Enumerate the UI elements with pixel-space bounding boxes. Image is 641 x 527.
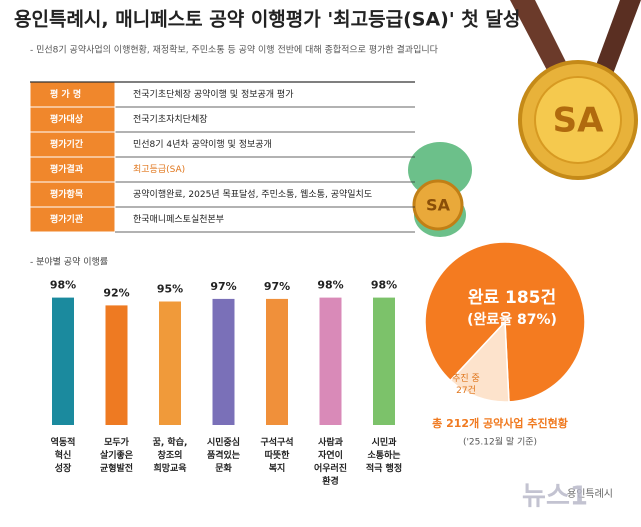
table-value: 최고등급(SA) [133, 164, 185, 175]
pie-label: 추진 중 27건 [452, 373, 480, 396]
table-label-cell [29, 206, 116, 233]
bar [319, 297, 342, 425]
value-label: 92% [103, 286, 129, 299]
value-label: 98% [317, 279, 343, 292]
table-value: 한국매니페스토실천본부 [133, 214, 224, 225]
table-value: 전국기초자치단체장 [133, 113, 208, 125]
table-value: 공약이행완료, 2025년 목표달성, 주민소통, 웹소통, 공약일치도 [133, 188, 372, 200]
table-label: 평가기관 [50, 213, 84, 225]
bar [159, 301, 181, 425]
table-label-cell [29, 181, 116, 208]
category-label: 역동적 혁신 성장 [51, 436, 76, 474]
value-label: 97% [210, 280, 236, 293]
pie-annotation: (완료율 87%) [467, 311, 557, 328]
bar [105, 305, 128, 425]
value-label: 97% [264, 280, 290, 293]
bar [266, 298, 288, 425]
table-value: 전국기초단체장 공약이행 및 정보공개 평가 [133, 88, 294, 100]
value-label: 98% [371, 279, 397, 292]
value-label: 95% [157, 283, 183, 296]
table-label: 평가대상 [50, 113, 84, 125]
bar [373, 297, 395, 425]
charts: - 분야별 공약 이행률 98% 역동적 혁신 성장 92% 모두가 살기좋은 균형발전 95% 꿈… [30, 241, 586, 487]
value-label: 98% [50, 279, 76, 292]
table-label: 평가기간 [50, 138, 84, 150]
title: 용인특례시, 매니페스토 공약 이행평가 '최고등급(SA)' 첫 달성 [14, 9, 520, 31]
category-label: 꿈, 학습, 창조의 희망교육 [153, 436, 188, 474]
category-label: 시민과 소통하는 적극 행정 [366, 436, 402, 474]
subtitle: - 민선8기 공약사업의 이행현황, 재정확보, 주민소통 등 공약 이행 전반… [30, 44, 439, 56]
watermark: 용인특례시 [567, 488, 613, 500]
table-label: 평 가 명 [50, 88, 81, 100]
coin-text: SA [426, 196, 451, 215]
bar [212, 298, 235, 425]
pie-subtitle: ('25.12월 말 기준) [463, 436, 537, 448]
medal-inner [534, 76, 622, 164]
category-label: 시민중심 품격있는 문화 [207, 436, 240, 474]
logo: 뉴스1 [522, 482, 588, 512]
bar-chart-title: - 분야별 공약 이행률 [30, 256, 108, 268]
pie-label: 완료 185건 [468, 288, 556, 308]
table-label: 평가결과 [50, 163, 84, 175]
table-label: 평가항목 [50, 188, 83, 200]
coin [412, 179, 464, 231]
pie-slice [449, 320, 510, 403]
category-label: 구석구석 따뜻한 복지 [260, 436, 293, 474]
medal-text: SA [553, 101, 604, 141]
bar [52, 297, 74, 425]
pie-title: 총 212개 공약사업 추진현황 [432, 416, 568, 430]
table-value: 민선8기 4년차 공약이행 및 정보공개 [133, 138, 272, 150]
table-label-cell [29, 156, 116, 183]
category-label: 사람과 자연이 어우러진 환경 [314, 436, 347, 487]
category-label: 모두가 살기좋은 균형발전 [100, 436, 133, 474]
